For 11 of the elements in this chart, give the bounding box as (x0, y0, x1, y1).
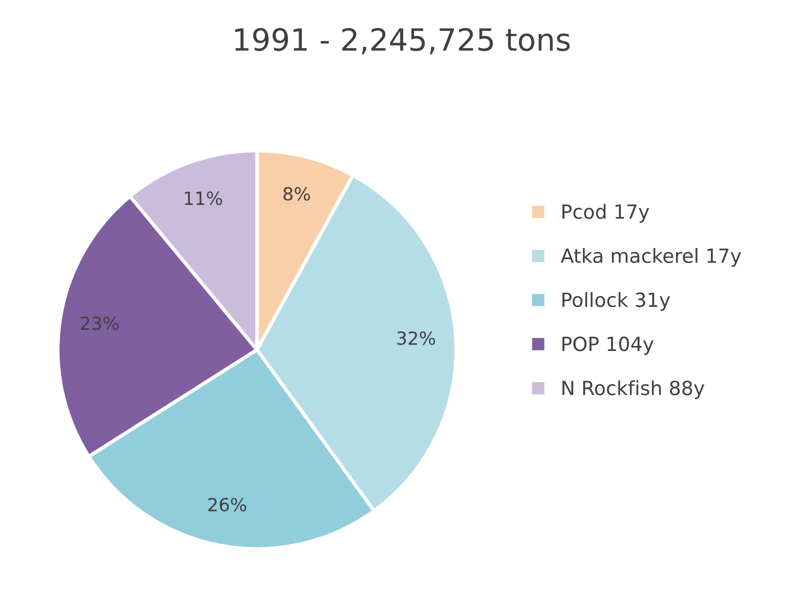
chart-title: 1991 - 2,245,725 tons (235, 28, 570, 54)
data-label: 23% (80, 316, 119, 330)
legend-label: N Rockfish 88y (562, 380, 704, 400)
data-label: 32% (397, 331, 436, 345)
data-label: 26% (208, 498, 246, 512)
legend-label: Pcod 17y (562, 204, 650, 223)
legend-label: Pollock 31y (562, 292, 670, 311)
data-label: 8% (283, 187, 310, 201)
legend-label: Atka mackerel 17y (560, 248, 742, 267)
legend-label: POP 104y (562, 336, 654, 356)
data-label: 11% (184, 191, 222, 206)
